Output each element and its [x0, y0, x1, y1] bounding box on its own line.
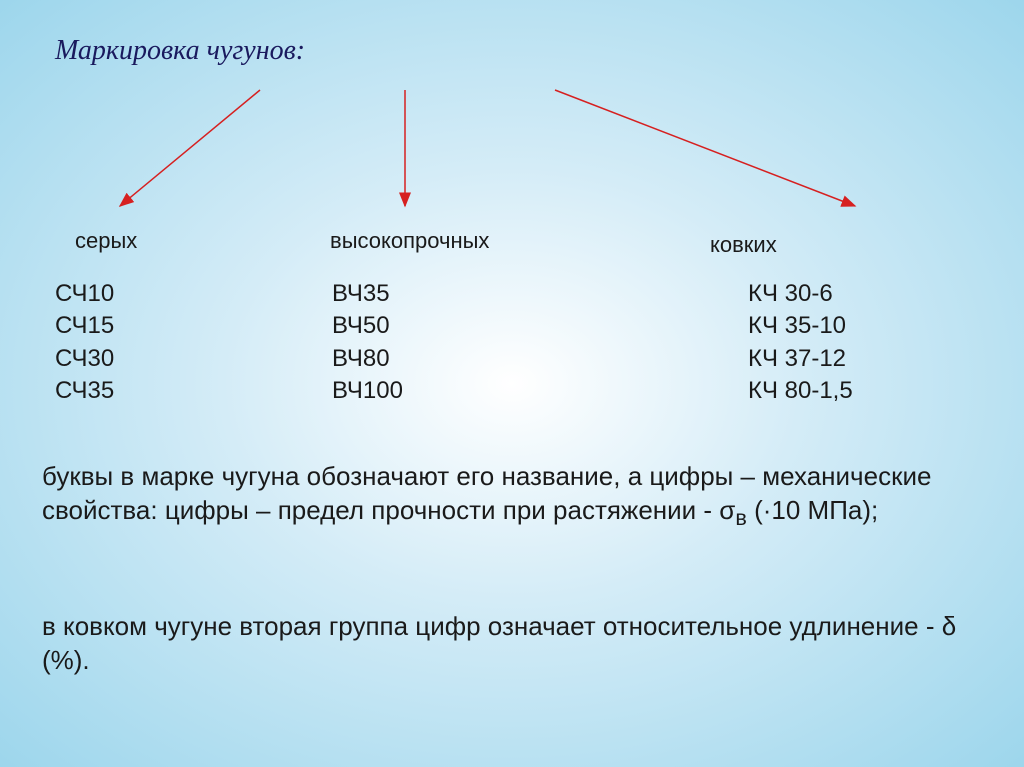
- desc1-text-part2: (·10 МПа);: [747, 495, 878, 525]
- mark-item: КЧ 80-1,5: [748, 375, 853, 407]
- category-label-high-strength: высокопрочных: [330, 228, 489, 254]
- page-title: Маркировка чугунов:: [55, 35, 305, 67]
- arrows-diagram: [0, 80, 1024, 230]
- mark-item: ВЧ35: [332, 278, 403, 310]
- marks-list-high-strength: ВЧ35 ВЧ50 ВЧ80 ВЧ100: [332, 278, 403, 408]
- arrow-to-malleable: [555, 90, 855, 206]
- mark-item: КЧ 37-12: [748, 343, 853, 375]
- mark-item: ВЧ80: [332, 343, 403, 375]
- category-label-grey: серых: [75, 228, 137, 254]
- mark-item: СЧ30: [55, 343, 114, 375]
- mark-item: СЧ15: [55, 310, 114, 342]
- mark-item: КЧ 35-10: [748, 310, 853, 342]
- arrow-to-grey: [120, 90, 260, 206]
- description-paragraph-2: в ковком чугуне вторая группа цифр означ…: [42, 610, 982, 678]
- mark-item: КЧ 30-6: [748, 278, 853, 310]
- mark-item: ВЧ50: [332, 310, 403, 342]
- category-label-malleable: ковких: [710, 232, 777, 258]
- mark-item: ВЧ100: [332, 375, 403, 407]
- desc1-subscript: в: [735, 505, 747, 530]
- mark-item: СЧ35: [55, 375, 114, 407]
- description-paragraph-1: буквы в марке чугуна обозначают его назв…: [42, 460, 982, 532]
- marks-list-malleable: КЧ 30-6 КЧ 35-10 КЧ 37-12 КЧ 80-1,5: [748, 278, 853, 408]
- marks-list-grey: СЧ10 СЧ15 СЧ30 СЧ35: [55, 278, 114, 408]
- mark-item: СЧ10: [55, 278, 114, 310]
